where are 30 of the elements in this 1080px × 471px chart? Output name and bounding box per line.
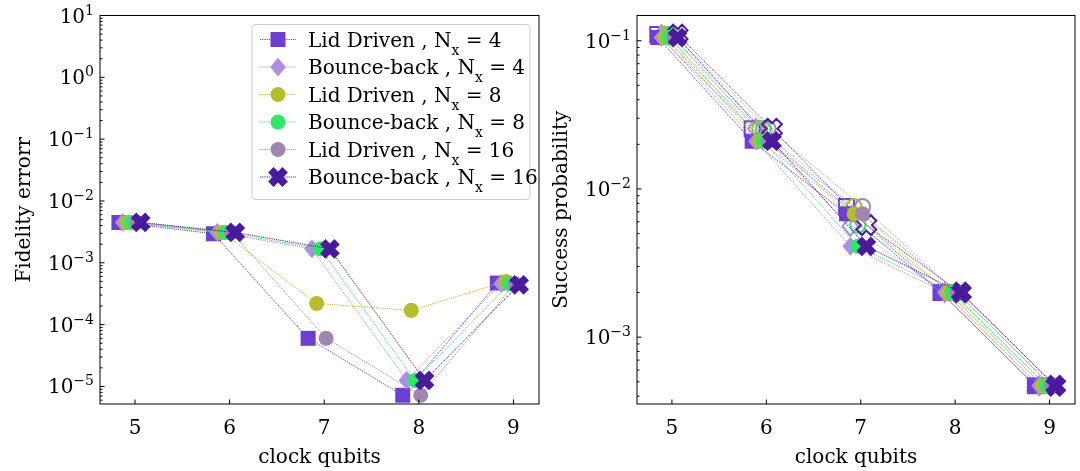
x-tick-label: 6: [223, 415, 236, 439]
x-axis-title: clock qubits: [794, 444, 918, 468]
legend-label: Lid Driven , N$_{x}$ = 4: [308, 27, 502, 58]
x-axis-title: clock qubits: [258, 444, 381, 468]
y-tick-label: 10$^{−1}$: [584, 26, 631, 53]
legend-label: Lid Driven , N$_{x}$ = 8: [308, 82, 502, 113]
x-tick-label: 8: [948, 415, 962, 439]
y-tick-label: 10$^{1}$: [59, 1, 94, 28]
x-tick-label: 7: [854, 415, 868, 439]
y-tick-label: 10$^{−1}$: [47, 125, 94, 152]
x-tick-label: 6: [759, 415, 773, 439]
y-tick-label: 10$^{−3}$: [47, 248, 94, 275]
x-tick-label: 8: [412, 415, 426, 439]
y-axis-title: Success probability: [548, 109, 572, 309]
x-tick-label: 9: [1043, 415, 1056, 439]
y-tick-label: 10$^{−5}$: [47, 372, 94, 399]
legend-label: Bounce-back , N$_{x}$ = 8: [308, 110, 526, 140]
x-tick-label: 5: [665, 415, 679, 439]
y-tick-label: 10$^{−3}$: [584, 323, 631, 350]
x-tick-label: 9: [507, 415, 520, 439]
y-axis-title: Fidelity errorr: [11, 136, 35, 283]
y-tick-label: 10$^{−4}$: [47, 310, 95, 337]
y-tick-label: 10$^{−2}$: [47, 186, 94, 213]
x-tick-label: 7: [317, 415, 331, 439]
legend-label: Bounce-back , N$_{x}$ = 16: [308, 165, 538, 195]
legend-label: Bounce-back , N$_{x}$ = 4: [308, 55, 526, 85]
x-tick-label: 5: [128, 415, 142, 439]
y-tick-label: 10$^{−2}$: [584, 174, 631, 201]
y-tick-label: 10$^{0}$: [59, 63, 94, 90]
legend-label: Lid Driven , N$_{x}$ = 16: [308, 137, 515, 168]
